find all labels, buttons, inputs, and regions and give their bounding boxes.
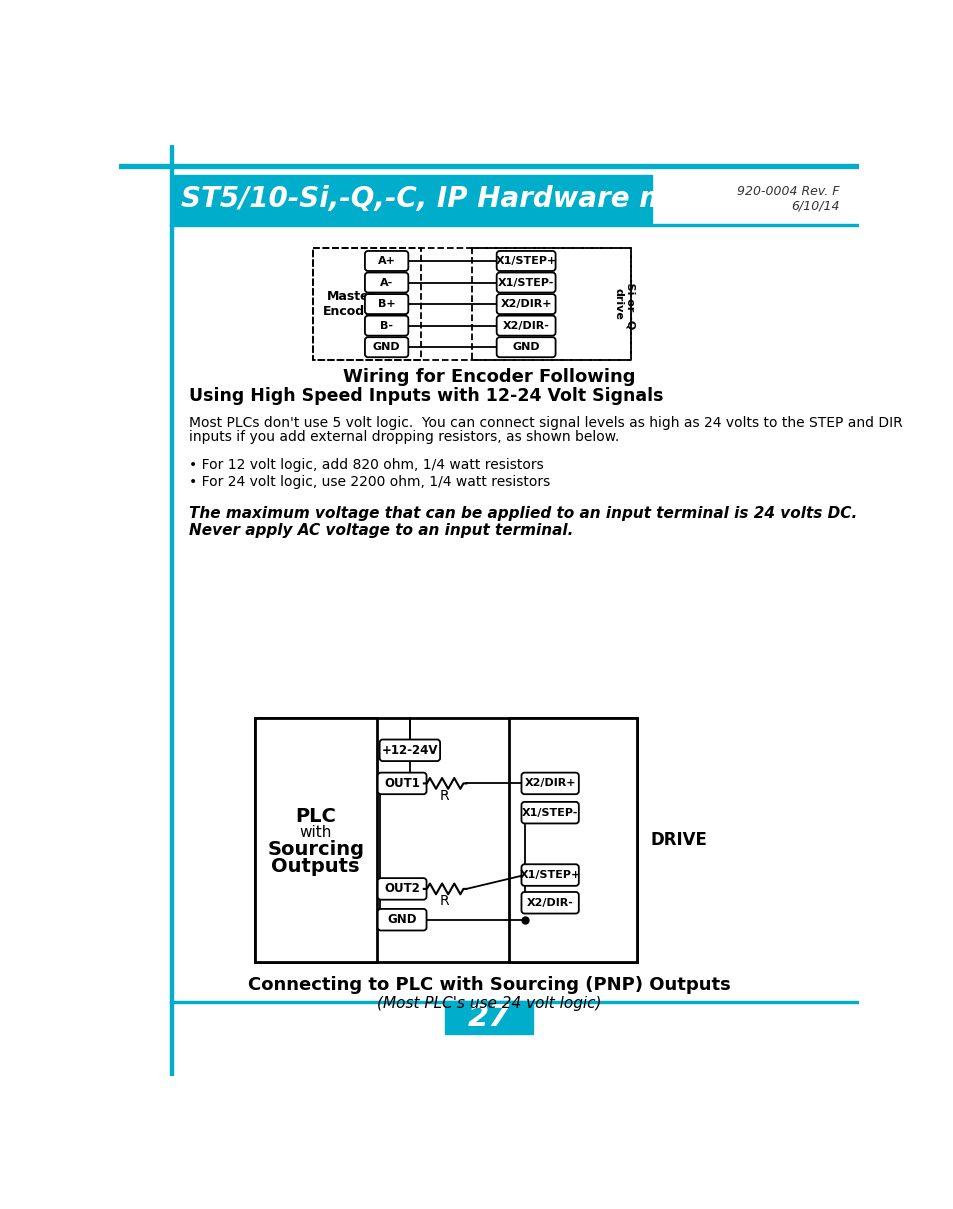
Text: Never apply AC voltage to an input terminal.: Never apply AC voltage to an input termi… [189, 523, 573, 538]
Text: inputs if you add external dropping resistors, as shown below.: inputs if you add external dropping resi… [189, 430, 618, 444]
Text: 920-0004 Rev. F
6/10/14: 920-0004 Rev. F 6/10/14 [737, 185, 840, 213]
Bar [170, 1001, 858, 1002]
Text: A+: A+ [377, 256, 395, 266]
Text: A-: A- [379, 278, 393, 288]
Bar [170, 224, 858, 226]
FancyBboxPatch shape [365, 294, 408, 314]
Text: X1/STEP-: X1/STEP- [521, 808, 578, 817]
FancyBboxPatch shape [365, 251, 408, 271]
FancyBboxPatch shape [497, 251, 555, 271]
Bar [119, 164, 858, 168]
Bar [444, 1001, 533, 1034]
Text: The maximum voltage that can be applied to an input terminal is 24 volts DC.: The maximum voltage that can be applied … [189, 507, 857, 521]
Bar [170, 145, 173, 1076]
Text: B+: B+ [377, 299, 395, 310]
FancyBboxPatch shape [521, 864, 578, 886]
FancyBboxPatch shape [365, 337, 408, 357]
FancyBboxPatch shape [365, 316, 408, 336]
Text: Outputs: Outputs [272, 857, 359, 875]
FancyBboxPatch shape [497, 272, 555, 293]
Bar [173, 175, 652, 222]
Bar [509, 718, 637, 962]
Text: 27: 27 [467, 1003, 510, 1032]
FancyBboxPatch shape [497, 316, 555, 336]
FancyBboxPatch shape [377, 878, 426, 899]
Text: OUT1: OUT1 [384, 777, 419, 789]
Text: X2/DIR-: X2/DIR- [526, 898, 573, 908]
Text: PLC: PLC [295, 808, 335, 827]
FancyBboxPatch shape [521, 892, 578, 914]
Text: OUT2: OUT2 [384, 883, 419, 896]
Text: ST5/10-Si,-Q,-C, IP Hardware manual: ST5/10-Si,-Q,-C, IP Hardware manual [181, 185, 754, 213]
Text: Connecting to PLC with Sourcing (PNP) Outputs: Connecting to PLC with Sourcing (PNP) Ou… [247, 976, 730, 994]
Text: Wiring for Encoder Following: Wiring for Encoder Following [342, 368, 635, 386]
FancyBboxPatch shape [521, 773, 578, 794]
Text: GND: GND [387, 913, 416, 926]
Text: Sourcing: Sourcing [267, 840, 364, 858]
Text: X1/STEP+: X1/STEP+ [519, 870, 580, 880]
Text: R: R [439, 895, 449, 908]
Text: Using High Speed Inputs with 12-24 Volt Signals: Using High Speed Inputs with 12-24 Volt … [189, 387, 662, 405]
Text: GND: GND [373, 342, 400, 352]
Text: X2/DIR+: X2/DIR+ [524, 779, 576, 788]
Text: Most PLCs don't use 5 volt logic.  You can connect signal levels as high as 24 v: Most PLCs don't use 5 volt logic. You ca… [189, 416, 902, 430]
Text: X2/DIR+: X2/DIR+ [500, 299, 551, 310]
Text: B-: B- [379, 320, 393, 330]
FancyBboxPatch shape [379, 740, 439, 762]
Text: DRIVE: DRIVE [650, 831, 707, 849]
FancyBboxPatch shape [377, 773, 426, 794]
FancyBboxPatch shape [497, 337, 555, 357]
Text: X2/DIR-: X2/DIR- [502, 320, 549, 330]
FancyBboxPatch shape [365, 272, 408, 293]
Text: Master
Encoder: Master Encoder [323, 290, 379, 318]
Text: -Si or -Q
drive: -Si or -Q drive [613, 278, 635, 330]
FancyBboxPatch shape [377, 909, 426, 931]
Text: • For 24 volt logic, use 2200 ohm, 1/4 watt resistors: • For 24 volt logic, use 2200 ohm, 1/4 w… [189, 475, 550, 490]
Text: (Most PLC's use 24 volt logic): (Most PLC's use 24 volt logic) [376, 996, 600, 1011]
Text: GND: GND [512, 342, 539, 352]
FancyBboxPatch shape [497, 294, 555, 314]
Bar [254, 718, 637, 962]
Text: R: R [439, 788, 449, 803]
Text: with: with [299, 825, 332, 840]
Bar [254, 718, 376, 962]
Text: • For 12 volt logic, add 820 ohm, 1/4 watt resistors: • For 12 volt logic, add 820 ohm, 1/4 wa… [189, 458, 543, 473]
Text: +12-24V: +12-24V [381, 744, 437, 757]
Text: X1/STEP+: X1/STEP+ [495, 256, 557, 266]
Text: X1/STEP-: X1/STEP- [497, 278, 554, 288]
FancyBboxPatch shape [521, 802, 578, 823]
